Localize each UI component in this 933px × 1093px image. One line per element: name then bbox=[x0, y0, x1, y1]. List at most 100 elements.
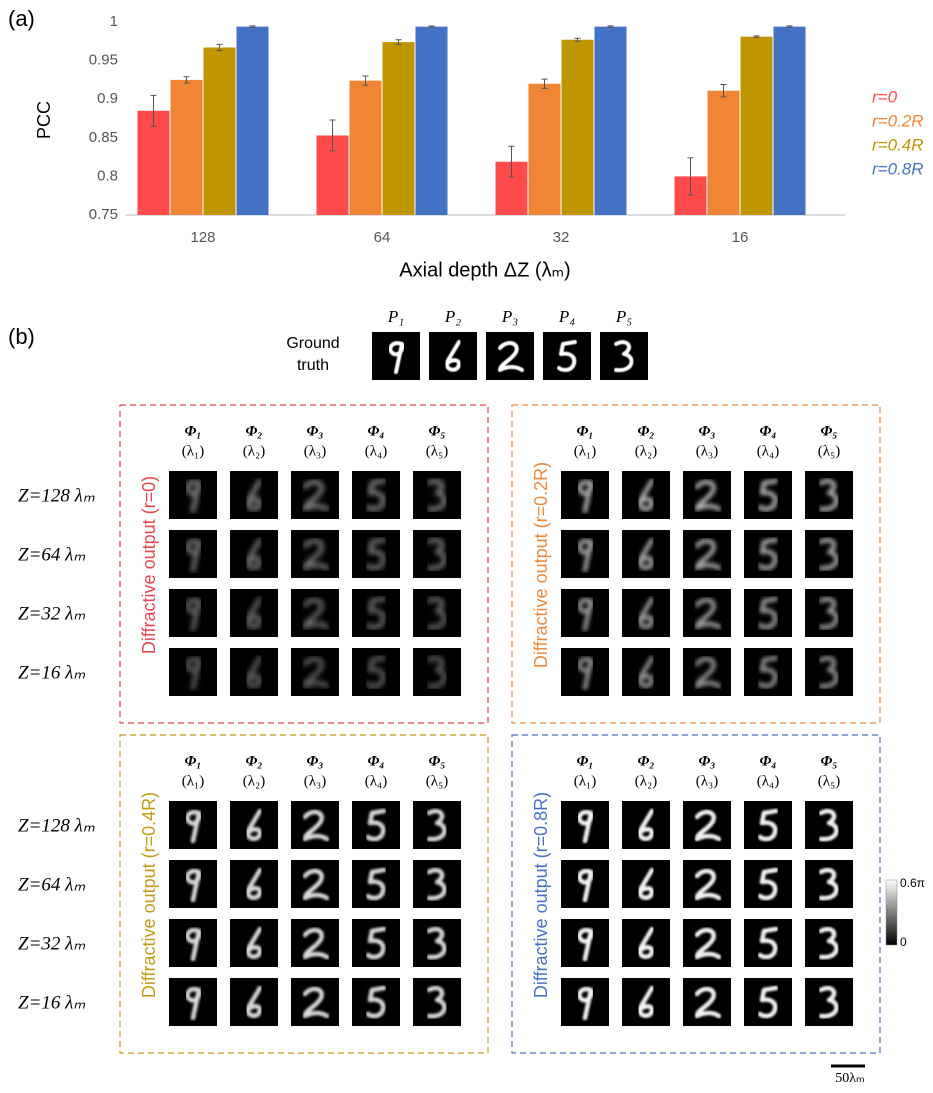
image-tile bbox=[413, 801, 461, 849]
bar bbox=[237, 27, 269, 215]
image-tile bbox=[561, 530, 609, 578]
legend-label: r=0.4R bbox=[872, 135, 924, 154]
image-tile bbox=[683, 471, 731, 519]
image-tile bbox=[683, 978, 731, 1026]
panel-label: Diffractive output (r=0) bbox=[139, 476, 159, 654]
wavelength-header: (λ₃) bbox=[696, 773, 719, 789]
image-tile bbox=[622, 589, 670, 637]
image-tile bbox=[683, 919, 731, 967]
bar bbox=[171, 80, 203, 215]
phase-header: Φ₅ bbox=[820, 753, 837, 769]
image-tile bbox=[291, 801, 339, 849]
image-tile bbox=[413, 589, 461, 637]
image-tile bbox=[561, 978, 609, 1026]
bar bbox=[383, 42, 415, 215]
image-tile bbox=[744, 530, 792, 578]
bar bbox=[562, 40, 594, 215]
wavelength-header: (λ₁) bbox=[182, 773, 205, 789]
image-tile bbox=[169, 978, 217, 1026]
bar bbox=[350, 81, 382, 215]
phase-header: Φ₂ bbox=[245, 753, 262, 769]
phase-header: Φ₄ bbox=[367, 753, 384, 769]
image-tile bbox=[683, 530, 731, 578]
image-bg bbox=[486, 332, 534, 380]
image-tile bbox=[622, 471, 670, 519]
gt-column-header: P₄ bbox=[558, 307, 575, 326]
bar bbox=[595, 27, 627, 215]
legend-label: r=0 bbox=[872, 87, 898, 106]
phase-header: Φ₄ bbox=[367, 423, 384, 439]
image-tile bbox=[805, 648, 853, 696]
image-tile bbox=[744, 978, 792, 1026]
wavelength-header: (λ₅) bbox=[818, 443, 841, 459]
phase-header: Φ₄ bbox=[759, 753, 776, 769]
y-tick-label: 0.85 bbox=[89, 129, 118, 146]
phase-header: Φ₃ bbox=[306, 423, 323, 439]
image-tile bbox=[291, 530, 339, 578]
phase-header: Φ₃ bbox=[698, 753, 715, 769]
image-tile bbox=[352, 919, 400, 967]
phase-header: Φ₂ bbox=[637, 423, 654, 439]
image-tile bbox=[413, 648, 461, 696]
image-tile bbox=[744, 648, 792, 696]
image-tile bbox=[561, 801, 609, 849]
figure: (a) (b) PCC Axial depth ΔZ (λₘ) Ground t… bbox=[0, 0, 933, 1088]
image-tile bbox=[291, 860, 339, 908]
phase-header: Φ₁ bbox=[184, 753, 201, 769]
wavelength-header: (λ₂) bbox=[635, 773, 658, 789]
x-tick-label: 64 bbox=[374, 229, 391, 246]
legend-label: r=0.2R bbox=[872, 111, 924, 130]
image-tile bbox=[169, 648, 217, 696]
panel-label: Diffractive output (r=0.2R) bbox=[531, 462, 551, 668]
colorbar-max: 0.6π bbox=[900, 876, 925, 890]
image-tile bbox=[683, 860, 731, 908]
gt-label: Ground truth bbox=[278, 333, 348, 377]
image-tile bbox=[352, 589, 400, 637]
image-tile bbox=[622, 978, 670, 1026]
bar bbox=[204, 47, 236, 215]
image-tile bbox=[230, 648, 278, 696]
bar bbox=[529, 84, 561, 215]
image-tile bbox=[744, 860, 792, 908]
image-tile bbox=[561, 589, 609, 637]
y-tick-label: 0.8 bbox=[97, 167, 118, 184]
image-tile bbox=[169, 530, 217, 578]
image-tile bbox=[352, 801, 400, 849]
image-tile bbox=[352, 860, 400, 908]
image-tile bbox=[352, 530, 400, 578]
row-label: Z=16 λₘ bbox=[18, 992, 85, 1013]
panel-label: Diffractive output (r=0.8R) bbox=[531, 792, 551, 998]
y-tick-label: 0.95 bbox=[89, 52, 118, 69]
image-tile bbox=[230, 978, 278, 1026]
image-tile bbox=[372, 332, 420, 380]
wavelength-header: (λ₅) bbox=[818, 773, 841, 789]
colorbar-min: 0 bbox=[900, 935, 907, 949]
image-tile bbox=[291, 919, 339, 967]
image-tile bbox=[230, 530, 278, 578]
phase-header: Φ₂ bbox=[637, 753, 654, 769]
image-bg bbox=[429, 332, 477, 380]
phase-header: Φ₁ bbox=[576, 423, 593, 439]
gt-column-header: P₂ bbox=[444, 307, 461, 326]
image-tile bbox=[805, 919, 853, 967]
phase-header: Φ₃ bbox=[306, 753, 323, 769]
image-tile bbox=[291, 978, 339, 1026]
image-tile bbox=[230, 801, 278, 849]
image-tile bbox=[561, 648, 609, 696]
phase-header: Φ₅ bbox=[428, 423, 445, 439]
image-tile bbox=[805, 530, 853, 578]
phase-header: Φ₂ bbox=[245, 423, 262, 439]
row-label: Z=64 λₘ bbox=[18, 544, 85, 565]
phase-header: Φ₅ bbox=[428, 753, 445, 769]
image-tile bbox=[230, 919, 278, 967]
image-tile bbox=[683, 648, 731, 696]
wavelength-header: (λ₁) bbox=[574, 773, 597, 789]
bar bbox=[708, 91, 740, 215]
image-tile bbox=[230, 860, 278, 908]
phase-header: Φ₁ bbox=[576, 753, 593, 769]
image-tile bbox=[352, 471, 400, 519]
x-axis-label: Axial depth ΔZ (λₘ) bbox=[399, 259, 570, 281]
image-tile bbox=[413, 919, 461, 967]
image-tile bbox=[169, 919, 217, 967]
image-tile bbox=[291, 648, 339, 696]
